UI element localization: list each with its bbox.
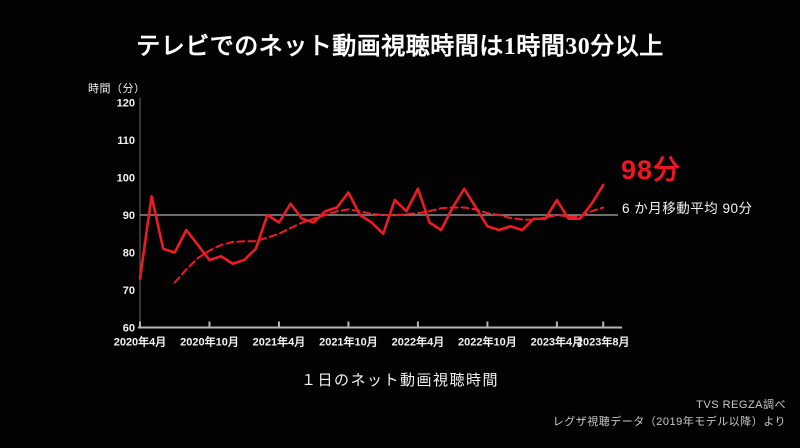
x-tick-label: 2022年10月 [458, 335, 517, 349]
x-tick-label: 2020年10月 [180, 335, 239, 349]
series-line-moving-average [173, 206, 605, 284]
y-tick-label: 120 [117, 98, 135, 110]
y-tick-label: 100 [117, 173, 135, 185]
series-line-viewing-time [138, 183, 605, 281]
x-tick-label: 2022年4月 [392, 335, 445, 349]
x-tick-label: 2023年8月 [577, 335, 630, 349]
x-tick-label: 2020年4月 [114, 335, 167, 349]
y-tick-label: 60 [123, 323, 135, 335]
slide-title: テレビでのネット動画視聴時間は1時間30分以上 [136, 34, 664, 60]
y-tick-label: 90 [123, 210, 135, 222]
y-tick-label: 110 [117, 135, 135, 147]
x-tick-label: 2021年10月 [319, 335, 378, 349]
y-tick-label: 80 [123, 248, 135, 260]
source-line-1: TVS REGZA調べ [696, 399, 786, 411]
y-axis-title: 時間（分） [88, 83, 146, 95]
latest-value-label: 98分 [621, 155, 682, 185]
source-line-2: レグザ視聴データ（2019年モデル以降）より [552, 416, 786, 428]
moving-average-label: 6 か月移動平均 90分 [622, 201, 753, 216]
y-tick-label: 70 [123, 285, 135, 297]
x-tick-label: 2021年4月 [253, 335, 306, 349]
chart-caption: １日のネット動画視聴時間 [300, 372, 499, 389]
x-tick-label: 2023年4月 [531, 335, 584, 349]
